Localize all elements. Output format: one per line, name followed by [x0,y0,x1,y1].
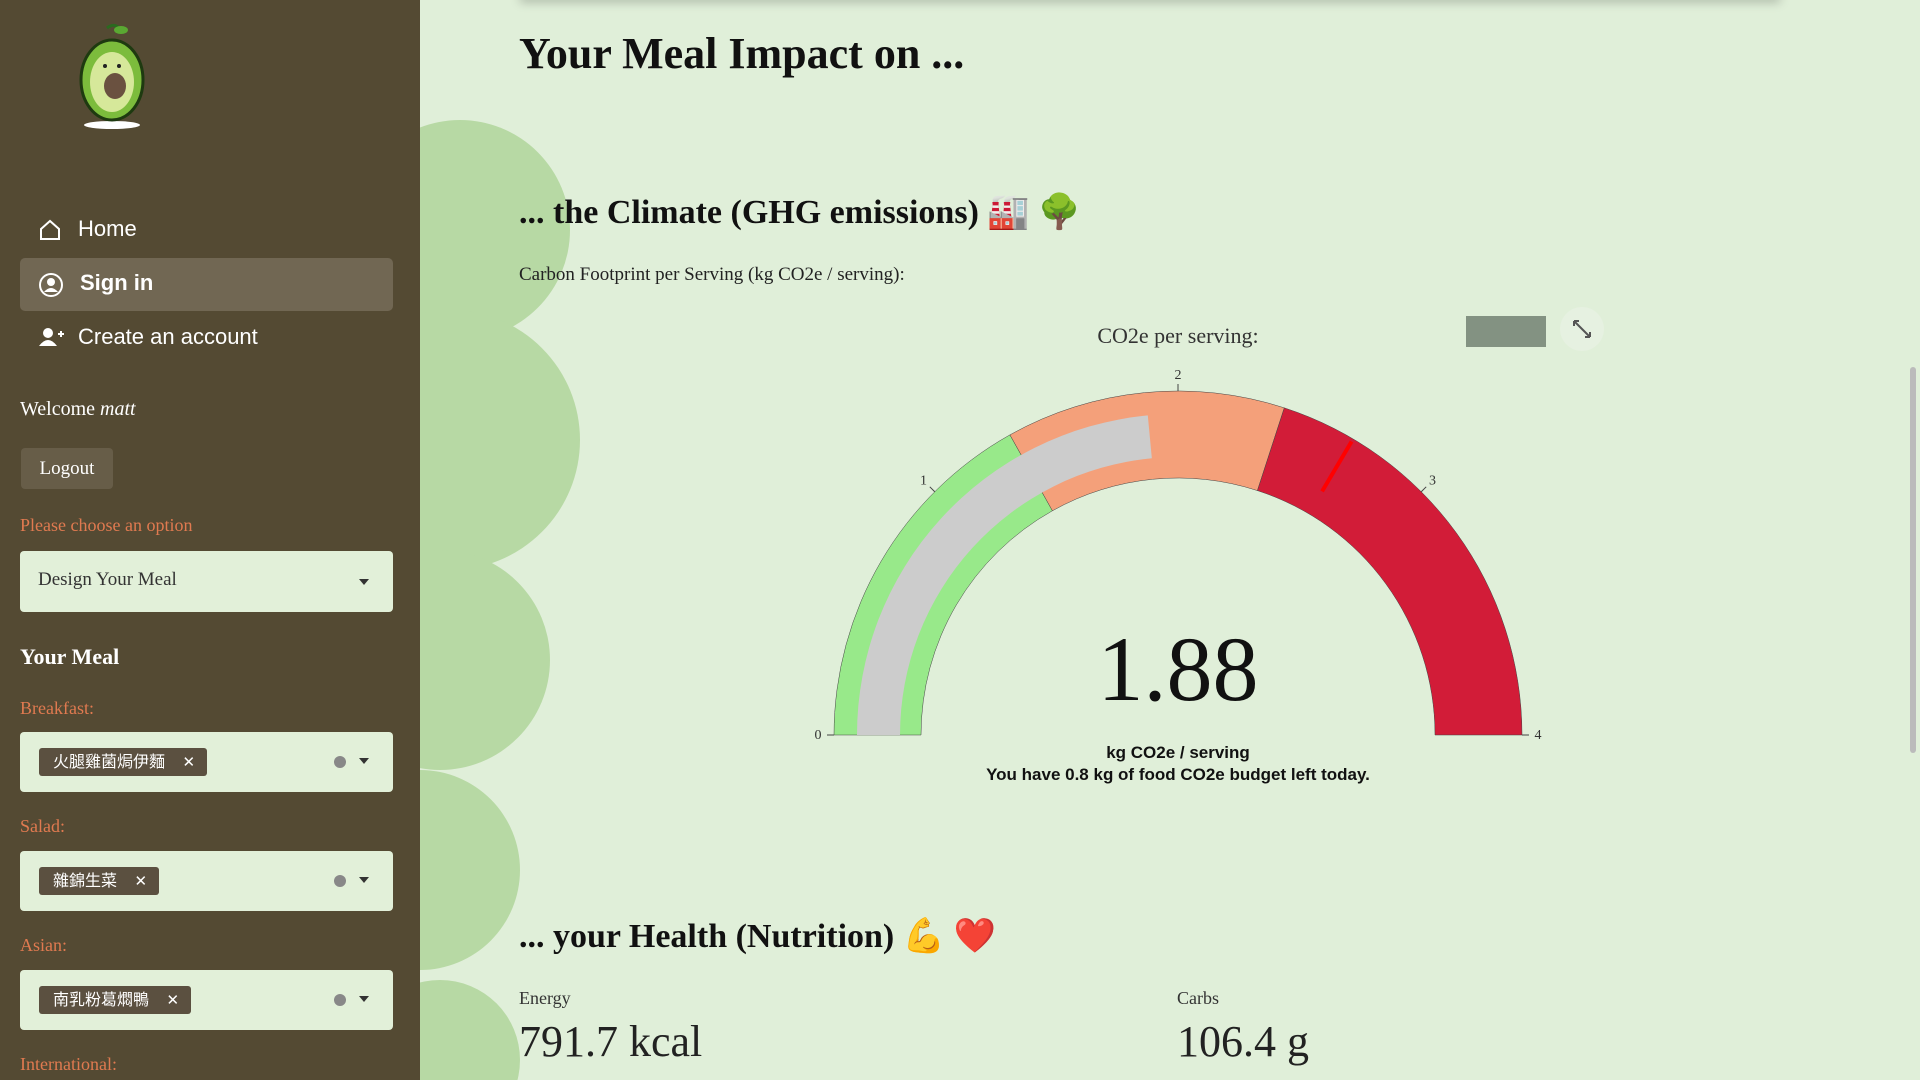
threshold [1320,440,1354,493]
meal-select[interactable]: 南乳粉葛燜鴨 [20,970,393,1030]
nav-home[interactable]: Home [78,216,137,241]
metric-value: 791.7 kcal [519,1017,703,1066]
logo [79,23,145,129]
meal-chip[interactable]: 火腿雞菌焗伊麵 [39,748,208,776]
username: matt [100,398,136,420]
meal-chip[interactable]: 雜錦生菜 [39,867,160,895]
option-value: Design Your Meal [38,569,177,590]
gauge-title: CO2e per serving: [1097,323,1258,348]
gauge-tick-label: 4 [1535,728,1542,743]
scrollbar[interactable] [1910,367,1916,753]
choose-label: Please choose an option [20,515,193,535]
meal-heading: Your Meal [20,644,120,669]
welcome-text: Welcome [20,398,96,420]
nav-active-bg[interactable] [20,258,393,311]
meal-label: Asian: [20,935,67,955]
meal-label: International: [20,1054,117,1074]
gauge-bar [857,415,1152,735]
metric-label: Carbs [1177,988,1219,1008]
gauge-tick-label: 2 [1175,368,1182,383]
gauge-tick-label: 3 [1429,473,1436,488]
meal-label: Salad: [20,816,65,836]
user-icon [39,273,63,297]
meal-select[interactable]: 雜錦生菜 [20,851,393,911]
gauge-value: 1.88 [1098,618,1259,720]
gauge-annotation: You have 0.8 kg of food CO2e budget left… [986,765,1370,784]
background-blobs [420,120,580,1080]
logout-button[interactable]: Logout [21,448,113,489]
metric-value: 106.4 g [1177,1017,1309,1066]
meal-label: Breakfast: [20,698,94,718]
gauge-tick-label: 0 [815,728,822,743]
gauge-step [1257,407,1523,736]
gauge-chart: CO2e per serving: 1.88 kg CO2e / serving… [815,307,1604,784]
gauge-tick [929,486,936,493]
option-select[interactable]: Design Your Meal [20,551,393,612]
sidebar: Home Sign in Create an account Welcome m… [0,0,420,1080]
modebar[interactable] [1466,316,1546,347]
nav-sign-in[interactable]: Sign in [80,270,154,295]
home-icon [40,219,60,240]
welcome: Welcome matt [20,398,136,421]
page-title: Your Meal Impact on ... [519,29,965,78]
gauge-tick-label: 1 [920,473,927,488]
nav-create-account[interactable]: Create an account [78,324,258,349]
metric-label: Energy [519,988,571,1008]
gauge-unit: kg CO2e / serving [1106,743,1250,762]
section-heading: ... the Climate (GHG emissions) 🏭 🌳 [519,194,1081,231]
caption: Carbon Footprint per Serving (kg CO2e / … [519,264,905,285]
section-heading: ... your Health (Nutrition) 💪 ❤️ [519,918,996,955]
meal-chip[interactable]: 南乳粉葛燜鴨 [39,986,192,1014]
gauge-tick [1420,486,1427,493]
meal-select[interactable]: 火腿雞菌焗伊麵 [20,732,393,792]
add-user-icon [39,328,64,346]
